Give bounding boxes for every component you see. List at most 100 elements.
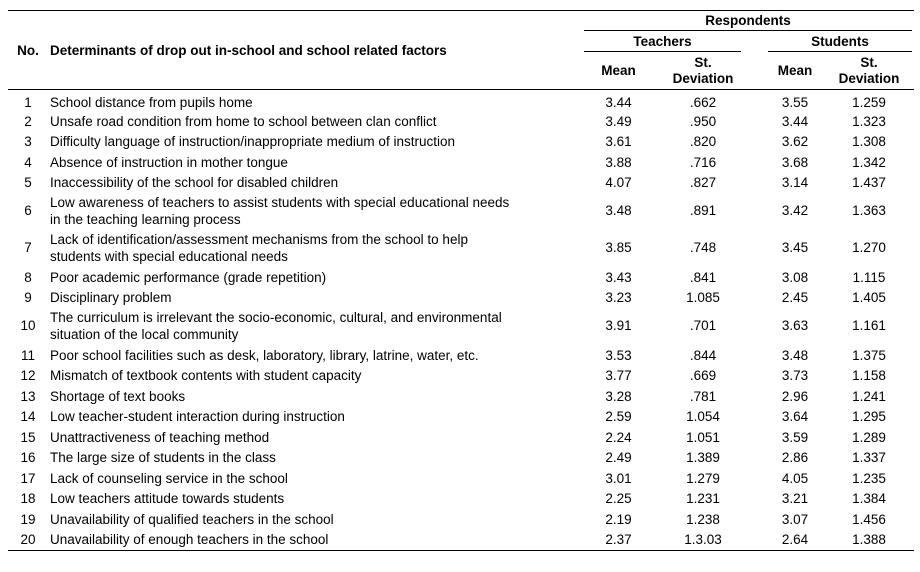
table-row: 11 Poor school facilities such as desk, l… — [8, 345, 914, 366]
row-students-sd: 1.295 — [852, 409, 886, 425]
row-factor: Poor school facilities such as desk, lab… — [48, 345, 582, 366]
row-spacer — [751, 152, 766, 173]
table-row: 5 Inaccessibility of the school for disab… — [8, 173, 914, 194]
row-teachers-mean: 3.48 — [605, 203, 632, 219]
row-spacer — [751, 530, 766, 551]
respondents-label: Respondents — [584, 13, 913, 31]
row-teachers-sd: 1.051 — [686, 429, 720, 445]
row-teachers-mean: 3.53 — [605, 347, 632, 363]
row-students-sd: 1.241 — [852, 388, 886, 404]
row-factor: Low teacher-student interaction during i… — [48, 407, 582, 428]
row-spacer — [751, 267, 766, 288]
row-students-mean: 3.44 — [781, 113, 809, 129]
row-students-mean: 2.64 — [781, 532, 809, 548]
row-factor: The curriculum is irrelevant the socio-e… — [48, 308, 582, 345]
row-students-sd: 1.323 — [852, 113, 886, 129]
row-students-sd: 1.456 — [852, 511, 886, 527]
row-number: 19 — [20, 511, 36, 527]
row-students-sd: 1.437 — [852, 175, 886, 191]
column-header-factor: Determinants of drop out in-school and s… — [48, 10, 582, 90]
row-teachers-sd: .701 — [689, 318, 717, 334]
row-teachers-sd: 1.085 — [686, 290, 720, 306]
row-factor-line: Difficulty language of instruction/inapp… — [50, 134, 455, 150]
row-teachers-mean: 3.28 — [605, 388, 632, 404]
row-teachers-sd: 1.238 — [686, 511, 720, 527]
row-students-sd: 1.161 — [852, 318, 886, 334]
row-spacer — [751, 386, 766, 407]
row-teachers-sd: .748 — [689, 240, 717, 256]
row-students-mean: 3.63 — [781, 318, 809, 334]
table-row: 4 Absence of instruction in mother tongue… — [8, 152, 914, 173]
row-number: 4 — [24, 154, 32, 170]
row-students-sd: 1.337 — [852, 450, 886, 466]
row-students-sd: 1.270 — [852, 240, 886, 256]
row-spacer — [751, 173, 766, 194]
row-teachers-mean: 3.91 — [605, 318, 632, 334]
row-students-mean: 3.42 — [781, 203, 809, 219]
row-factor: Absence of instruction in mother tongue — [48, 152, 582, 173]
row-number: 15 — [20, 429, 36, 445]
row-factor-line: Unattractiveness of teaching method — [50, 429, 270, 445]
row-students-sd: 1.235 — [852, 470, 886, 486]
row-students-mean: 3.21 — [781, 491, 809, 507]
row-factor-line: Unavailability of enough teachers in the… — [50, 532, 329, 548]
row-teachers-sd: .781 — [689, 388, 717, 404]
table-row: 20 Unavailability of enough teachers in t… — [8, 530, 915, 551]
table-row: 9 Disciplinary problem 3.23 1.085 2.45 1.405 — [8, 288, 914, 309]
row-students-mean: 3.55 — [781, 95, 809, 110]
row-teachers-mean: 3.88 — [605, 154, 632, 170]
row-spacer — [751, 448, 766, 469]
row-students-sd: 1.375 — [852, 347, 886, 363]
row-number: 20 — [20, 532, 36, 548]
row-students-sd: 1.388 — [852, 532, 886, 548]
row-teachers-mean: 3.77 — [605, 368, 632, 384]
row-number: 13 — [20, 388, 36, 404]
row-teachers-mean: 3.43 — [605, 269, 632, 285]
table-row: 1 School distance from pupils home 3.44 .66… — [8, 90, 914, 112]
row-factor: Mismatch of textbook contents with stude… — [48, 366, 582, 387]
row-spacer — [751, 193, 766, 230]
row-factor-line: Mismatch of textbook contents with stude… — [50, 368, 362, 384]
row-factor-line: in the teaching learning process — [50, 211, 241, 227]
row-teachers-mean: 3.85 — [605, 240, 632, 256]
row-teachers-sd: .716 — [689, 154, 717, 170]
row-teachers-mean: 2.19 — [605, 511, 632, 527]
row-teachers-mean: 3.49 — [605, 113, 632, 129]
row-factor-line: The curriculum is irrelevant the socio-e… — [50, 310, 502, 325]
row-students-sd: 1.308 — [852, 134, 886, 150]
row-teachers-sd: .827 — [689, 175, 717, 191]
row-factor: Lack of identification/assessment mechan… — [48, 230, 582, 267]
students-sd-line2: Deviation — [838, 71, 900, 86]
row-number: 11 — [20, 347, 35, 363]
row-students-sd: 1.289 — [852, 429, 886, 445]
row-spacer — [751, 407, 766, 428]
row-factor: Unattractiveness of teaching method — [48, 427, 582, 448]
table-row: 7 Lack of identification/assessment mecha… — [8, 230, 914, 267]
row-number: 12 — [20, 368, 36, 384]
row-spacer — [751, 308, 766, 345]
table-row: 2 Unsafe road condition from home to scho… — [8, 111, 914, 132]
row-students-mean: 3.68 — [781, 154, 809, 170]
row-factor-line: Low awareness of teachers to assist stud… — [50, 195, 510, 210]
row-teachers-mean: 3.01 — [605, 470, 632, 486]
table-body: 1 School distance from pupils home 3.44 .66… — [8, 90, 915, 551]
row-spacer — [751, 366, 766, 387]
column-header-teachers-mean: Mean — [582, 53, 655, 90]
column-header-teachers: Teachers — [582, 33, 751, 53]
table-row: 17 Lack of counseling service in the scho… — [8, 468, 914, 489]
row-teachers-sd: 1.389 — [686, 450, 720, 466]
row-spacer — [751, 468, 766, 489]
results-table: No. Determinants of drop out in-school a… — [8, 10, 915, 551]
row-spacer — [751, 345, 766, 366]
row-spacer — [751, 132, 766, 153]
row-spacer — [751, 509, 766, 530]
row-factor-line: Disciplinary problem — [50, 290, 172, 306]
row-students-sd: 1.115 — [852, 269, 886, 285]
row-number: 17 — [20, 470, 36, 486]
row-teachers-sd: 1.279 — [686, 470, 720, 486]
table-row: 16 The large size of students in the clas… — [8, 448, 914, 469]
row-students-mean: 3.59 — [781, 429, 809, 445]
row-students-mean: 2.96 — [781, 388, 809, 404]
row-teachers-sd: 1.231 — [686, 491, 720, 507]
row-factor-line: The large size of students in the class — [50, 450, 276, 466]
